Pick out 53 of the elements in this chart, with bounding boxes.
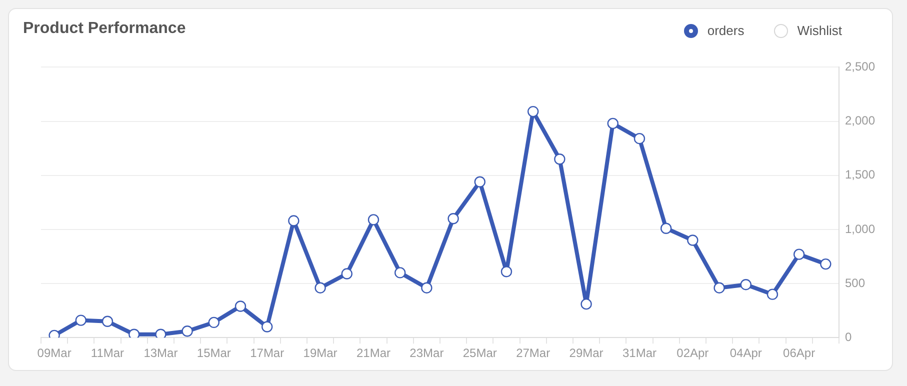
y-tick-label: 1,500: [844, 168, 876, 182]
point: [182, 326, 193, 337]
point: [394, 267, 406, 278]
point: [527, 106, 539, 118]
point: [793, 248, 805, 260]
point: [261, 321, 273, 332]
point: [448, 213, 459, 224]
point: [660, 222, 672, 234]
y-tick-label: 2,000: [844, 114, 876, 128]
x-tick-label: 13Mar: [144, 346, 178, 360]
point: [155, 328, 166, 338]
x-tick-label: 23Mar: [410, 346, 444, 360]
point: [740, 279, 752, 290]
point: [474, 176, 486, 188]
point: [102, 316, 114, 327]
point: [234, 300, 246, 312]
x-tick-label: 02Apr: [676, 346, 709, 360]
point: [820, 258, 832, 270]
point: [341, 268, 352, 280]
x-tick-label: 04Apr: [730, 346, 762, 360]
x-tick-label: 17Mar: [250, 346, 284, 360]
x-tick-label: 11Mar: [90, 346, 124, 360]
x-tick-label: 09Mar: [37, 346, 72, 360]
point: [634, 132, 646, 144]
x-tick-label: 21Mar: [356, 346, 390, 360]
legend-label: orders: [707, 23, 744, 38]
y-tick-label: 1,000: [844, 222, 876, 236]
x-tick-label: 15Mar: [196, 346, 231, 360]
point: [607, 118, 618, 130]
point: [554, 154, 566, 165]
y-tick-label: 0: [844, 330, 852, 344]
chart-title: Product Performance: [23, 20, 186, 38]
point: [128, 328, 140, 338]
x-tick-label: 27Mar: [516, 346, 550, 360]
y-tick-label: 2,500: [844, 60, 876, 74]
y-tick-label: 500: [844, 276, 866, 290]
point: [421, 282, 432, 294]
x-tick-label: 06Apr: [783, 346, 816, 360]
x-tick-label: 25Mar: [462, 346, 497, 360]
point: [208, 316, 220, 328]
x-tick-label: 29Mar: [569, 346, 604, 360]
point: [714, 282, 725, 294]
point: [288, 215, 300, 226]
point: [766, 288, 778, 300]
point: [368, 214, 380, 226]
x-tick-label: 19Mar: [303, 346, 338, 360]
point: [500, 266, 512, 278]
point: [75, 314, 86, 326]
point: [580, 298, 592, 310]
x-tick-label: 31Mar: [622, 346, 656, 360]
point: [314, 282, 326, 294]
legend-label: Wishlist: [797, 23, 842, 38]
point: [687, 234, 698, 246]
